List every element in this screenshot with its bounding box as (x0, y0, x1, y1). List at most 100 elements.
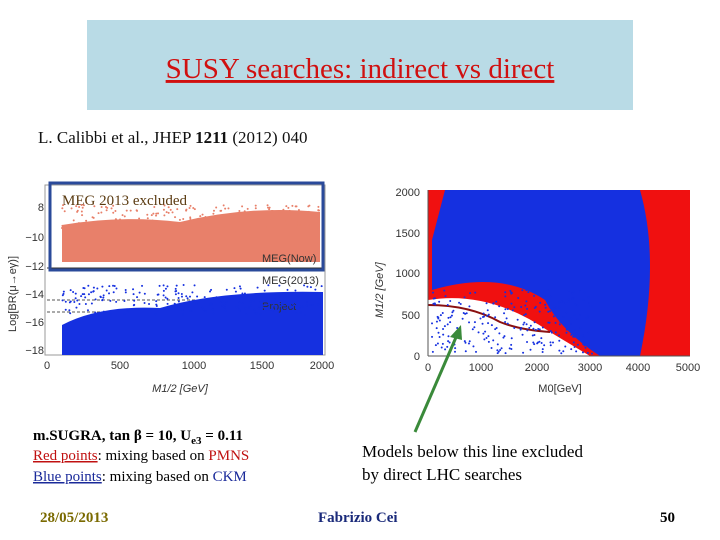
texture-dot (450, 314, 453, 317)
texture-dot (167, 211, 170, 214)
texture-dot (154, 313, 157, 316)
texture-dot (61, 224, 64, 227)
texture-dot (225, 301, 228, 304)
texture-dot (243, 210, 246, 213)
texture-dot (541, 326, 544, 329)
texture-dot (248, 216, 251, 219)
texture-dot (148, 303, 151, 306)
texture-dot (256, 213, 259, 216)
texture-dot (242, 222, 245, 225)
note-part: : mixing based on (102, 469, 213, 485)
texture-dot (317, 303, 320, 306)
texture-dot (463, 296, 466, 299)
texture-dot (182, 284, 185, 287)
texture-dot (165, 307, 168, 310)
texture-dot (253, 308, 256, 311)
texture-dot (246, 207, 249, 210)
texture-dot (528, 326, 531, 329)
texture-dot (68, 309, 71, 312)
texture-dot (125, 209, 128, 212)
texture-dot (256, 286, 259, 289)
texture-dot (487, 335, 490, 338)
texture-dot (435, 320, 438, 323)
texture-dot (232, 219, 235, 222)
texture-dot (494, 316, 497, 319)
texture-dot (295, 221, 298, 224)
texture-dot (438, 300, 441, 303)
texture-dot (113, 284, 116, 287)
texture-dot (567, 289, 570, 292)
texture-dot (309, 286, 312, 289)
texture-dot (241, 205, 244, 208)
texture-dot (317, 227, 320, 230)
texture-dot (472, 345, 475, 348)
texture-dot (484, 330, 487, 333)
texture-dot (84, 296, 87, 299)
texture-dot (162, 284, 165, 287)
texture-dot (212, 209, 215, 212)
footer-author: Fabrizio Cei (318, 510, 398, 526)
texture-dot (444, 348, 447, 351)
texture-dot (258, 214, 261, 217)
title-box (87, 20, 633, 110)
texture-dot (537, 327, 540, 330)
x-label: M1/2 [GeV] (152, 383, 209, 395)
texture-dot (239, 226, 242, 229)
texture-dot (286, 303, 289, 306)
texture-dot (99, 296, 102, 299)
texture-dot (463, 340, 466, 343)
texture-dot (524, 304, 527, 307)
texture-dot (540, 342, 543, 345)
texture-dot (93, 205, 96, 208)
texture-dot (148, 221, 151, 224)
x-tick-label: 0 (425, 362, 431, 374)
texture-dot (271, 309, 274, 312)
texture-dot (112, 291, 115, 294)
texture-dot (89, 224, 92, 227)
texture-dot (181, 224, 184, 227)
texture-dot (299, 311, 302, 314)
texture-dot (180, 295, 183, 298)
texture-dot (87, 293, 90, 296)
texture-dot (69, 312, 72, 315)
texture-dot (447, 340, 450, 343)
texture-dot (119, 218, 122, 221)
texture-dot (439, 314, 442, 317)
texture-dot (74, 292, 77, 295)
texture-dot (558, 306, 561, 309)
texture-dot (314, 288, 317, 291)
texture-dot (317, 209, 320, 212)
texture-dot (273, 214, 276, 217)
texture-dot (486, 314, 489, 317)
texture-dot (295, 312, 298, 315)
texture-dot (140, 227, 143, 230)
texture-dot (94, 298, 97, 301)
texture-dot (74, 223, 77, 226)
texture-dot (177, 292, 180, 295)
texture-dot (75, 205, 78, 208)
texture-dot (299, 221, 302, 224)
texture-dot (504, 320, 507, 323)
texture-dot (573, 314, 576, 317)
blue-region (432, 190, 650, 356)
texture-dot (303, 225, 306, 228)
texture-dot (167, 206, 170, 209)
lhc-line (427, 304, 551, 333)
texture-dot (232, 227, 235, 230)
texture-dot (224, 309, 227, 312)
texture-dot (97, 212, 100, 215)
texture-dot (185, 295, 188, 298)
texture-dot (294, 289, 297, 292)
texture-dot (496, 349, 499, 352)
texture-dot (162, 289, 165, 292)
texture-dot (191, 310, 194, 313)
texture-dot (115, 219, 118, 222)
texture-dot (524, 313, 527, 316)
note-part: = 0.11 (202, 428, 243, 444)
texture-dot (182, 217, 185, 220)
texture-dot (274, 308, 277, 311)
texture-dot (443, 289, 446, 292)
texture-dot (446, 304, 449, 307)
texture-dot (464, 341, 467, 344)
texture-dot (186, 297, 189, 300)
